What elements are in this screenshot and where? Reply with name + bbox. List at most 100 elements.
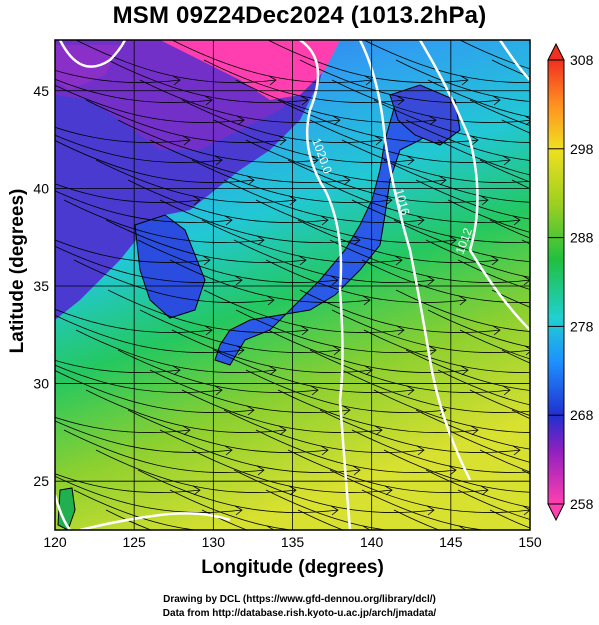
streamline [277, 99, 479, 143]
streamline [457, 259, 530, 290]
streamline [437, 369, 530, 406]
streamline-arrow [298, 255, 307, 266]
streamline-arrow [396, 325, 405, 336]
streamline-arrow [204, 325, 213, 336]
streamline-arrow [448, 235, 457, 246]
streamline [287, 159, 489, 203]
streamline [55, 473, 201, 493]
streamline [181, 389, 383, 433]
streamline [171, 329, 373, 373]
streamline [75, 329, 277, 373]
colorbar-top-arrow [547, 42, 565, 61]
streamline [55, 134, 223, 163]
streamline-arrow [396, 95, 405, 106]
streamline [73, 259, 275, 303]
streamline [55, 78, 213, 103]
streamline [203, 59, 405, 103]
streamline-arrow [342, 175, 351, 186]
streamline-arrow [460, 75, 469, 86]
streamline [85, 99, 287, 143]
colorbar-tick-label: 288 [570, 230, 594, 246]
streamline-arrow [362, 525, 371, 530]
streamline [447, 199, 530, 233]
streamline-arrow [182, 425, 191, 436]
streamline-arrow [172, 75, 181, 86]
streamline-arrow [384, 195, 393, 206]
streamline-arrow [406, 385, 415, 396]
streamline [459, 40, 530, 70]
streamline [55, 416, 191, 433]
colorbar-tick-label: 278 [570, 318, 594, 334]
streamline [437, 139, 530, 176]
streamline [341, 139, 530, 183]
streamline-arrow [310, 155, 319, 166]
streamline [479, 159, 530, 183]
streamline-arrow [310, 385, 319, 396]
credit-drawing: Drawing by DCL (https://www.gfd-dennou.o… [163, 594, 436, 605]
streamline-arrow [416, 445, 425, 456]
streamline [383, 449, 530, 493]
streamline [447, 429, 530, 463]
streamline [297, 219, 499, 263]
streamline [117, 119, 319, 163]
streamline [169, 489, 370, 530]
streamline [395, 289, 530, 332]
streamline [55, 308, 213, 333]
streamline [245, 369, 447, 413]
streamline-arrow [384, 485, 393, 496]
wind-streamlines [55, 40, 596, 555]
streamline-arrow [362, 295, 371, 306]
x-tick-label: 120 [43, 534, 67, 550]
streamline [127, 179, 329, 223]
streamline [55, 364, 223, 393]
streamline-arrow [330, 505, 339, 516]
streamline [491, 289, 530, 308]
streamline [491, 59, 530, 78]
streamline [137, 469, 339, 513]
streamline-arrow [438, 175, 447, 186]
streamline [341, 369, 530, 413]
streamline [265, 259, 467, 303]
y-axis-label: Latitude (degrees) [7, 188, 28, 354]
streamline [363, 329, 530, 373]
streamline [233, 469, 435, 513]
x-tick-label: 125 [122, 534, 146, 550]
streamline-arrow [300, 325, 309, 336]
streamline [363, 40, 530, 83]
streamline-arrow [288, 195, 297, 206]
streamline [297, 509, 344, 530]
streamline [75, 40, 277, 83]
streamline-arrow [589, 96, 596, 105]
y-tick-label: 30 [33, 376, 49, 392]
streamline-arrow [204, 95, 213, 106]
x-tick-label: 150 [518, 534, 542, 550]
streamline-arrow [192, 485, 201, 496]
streamline [203, 289, 405, 333]
streamline [107, 289, 309, 333]
x-tick-label: 135 [281, 534, 305, 550]
x-tick-label: 130 [202, 534, 226, 550]
streamline-arrow [524, 345, 530, 356]
streamline [427, 309, 530, 348]
streamline [489, 219, 530, 239]
streamline-arrow [224, 215, 233, 226]
streamline-arrow [470, 135, 479, 146]
streamline [393, 219, 530, 263]
colorbar-tick-label: 258 [570, 496, 594, 512]
streamline [425, 469, 530, 508]
streamline [63, 429, 265, 473]
streamline [159, 199, 361, 243]
streamline-arrow [567, 426, 574, 435]
streamline [171, 40, 373, 83]
streamline [117, 349, 319, 393]
streamline-arrow [234, 505, 243, 516]
streamline [415, 409, 530, 450]
streamline-arrow [428, 345, 437, 356]
streamline [373, 389, 530, 433]
streamline-arrow [236, 115, 245, 126]
streamline [55, 126, 191, 143]
streamline [137, 239, 339, 283]
streamline-arrow [491, 546, 498, 555]
streamline [501, 119, 530, 134]
streamline-arrow [492, 325, 501, 336]
